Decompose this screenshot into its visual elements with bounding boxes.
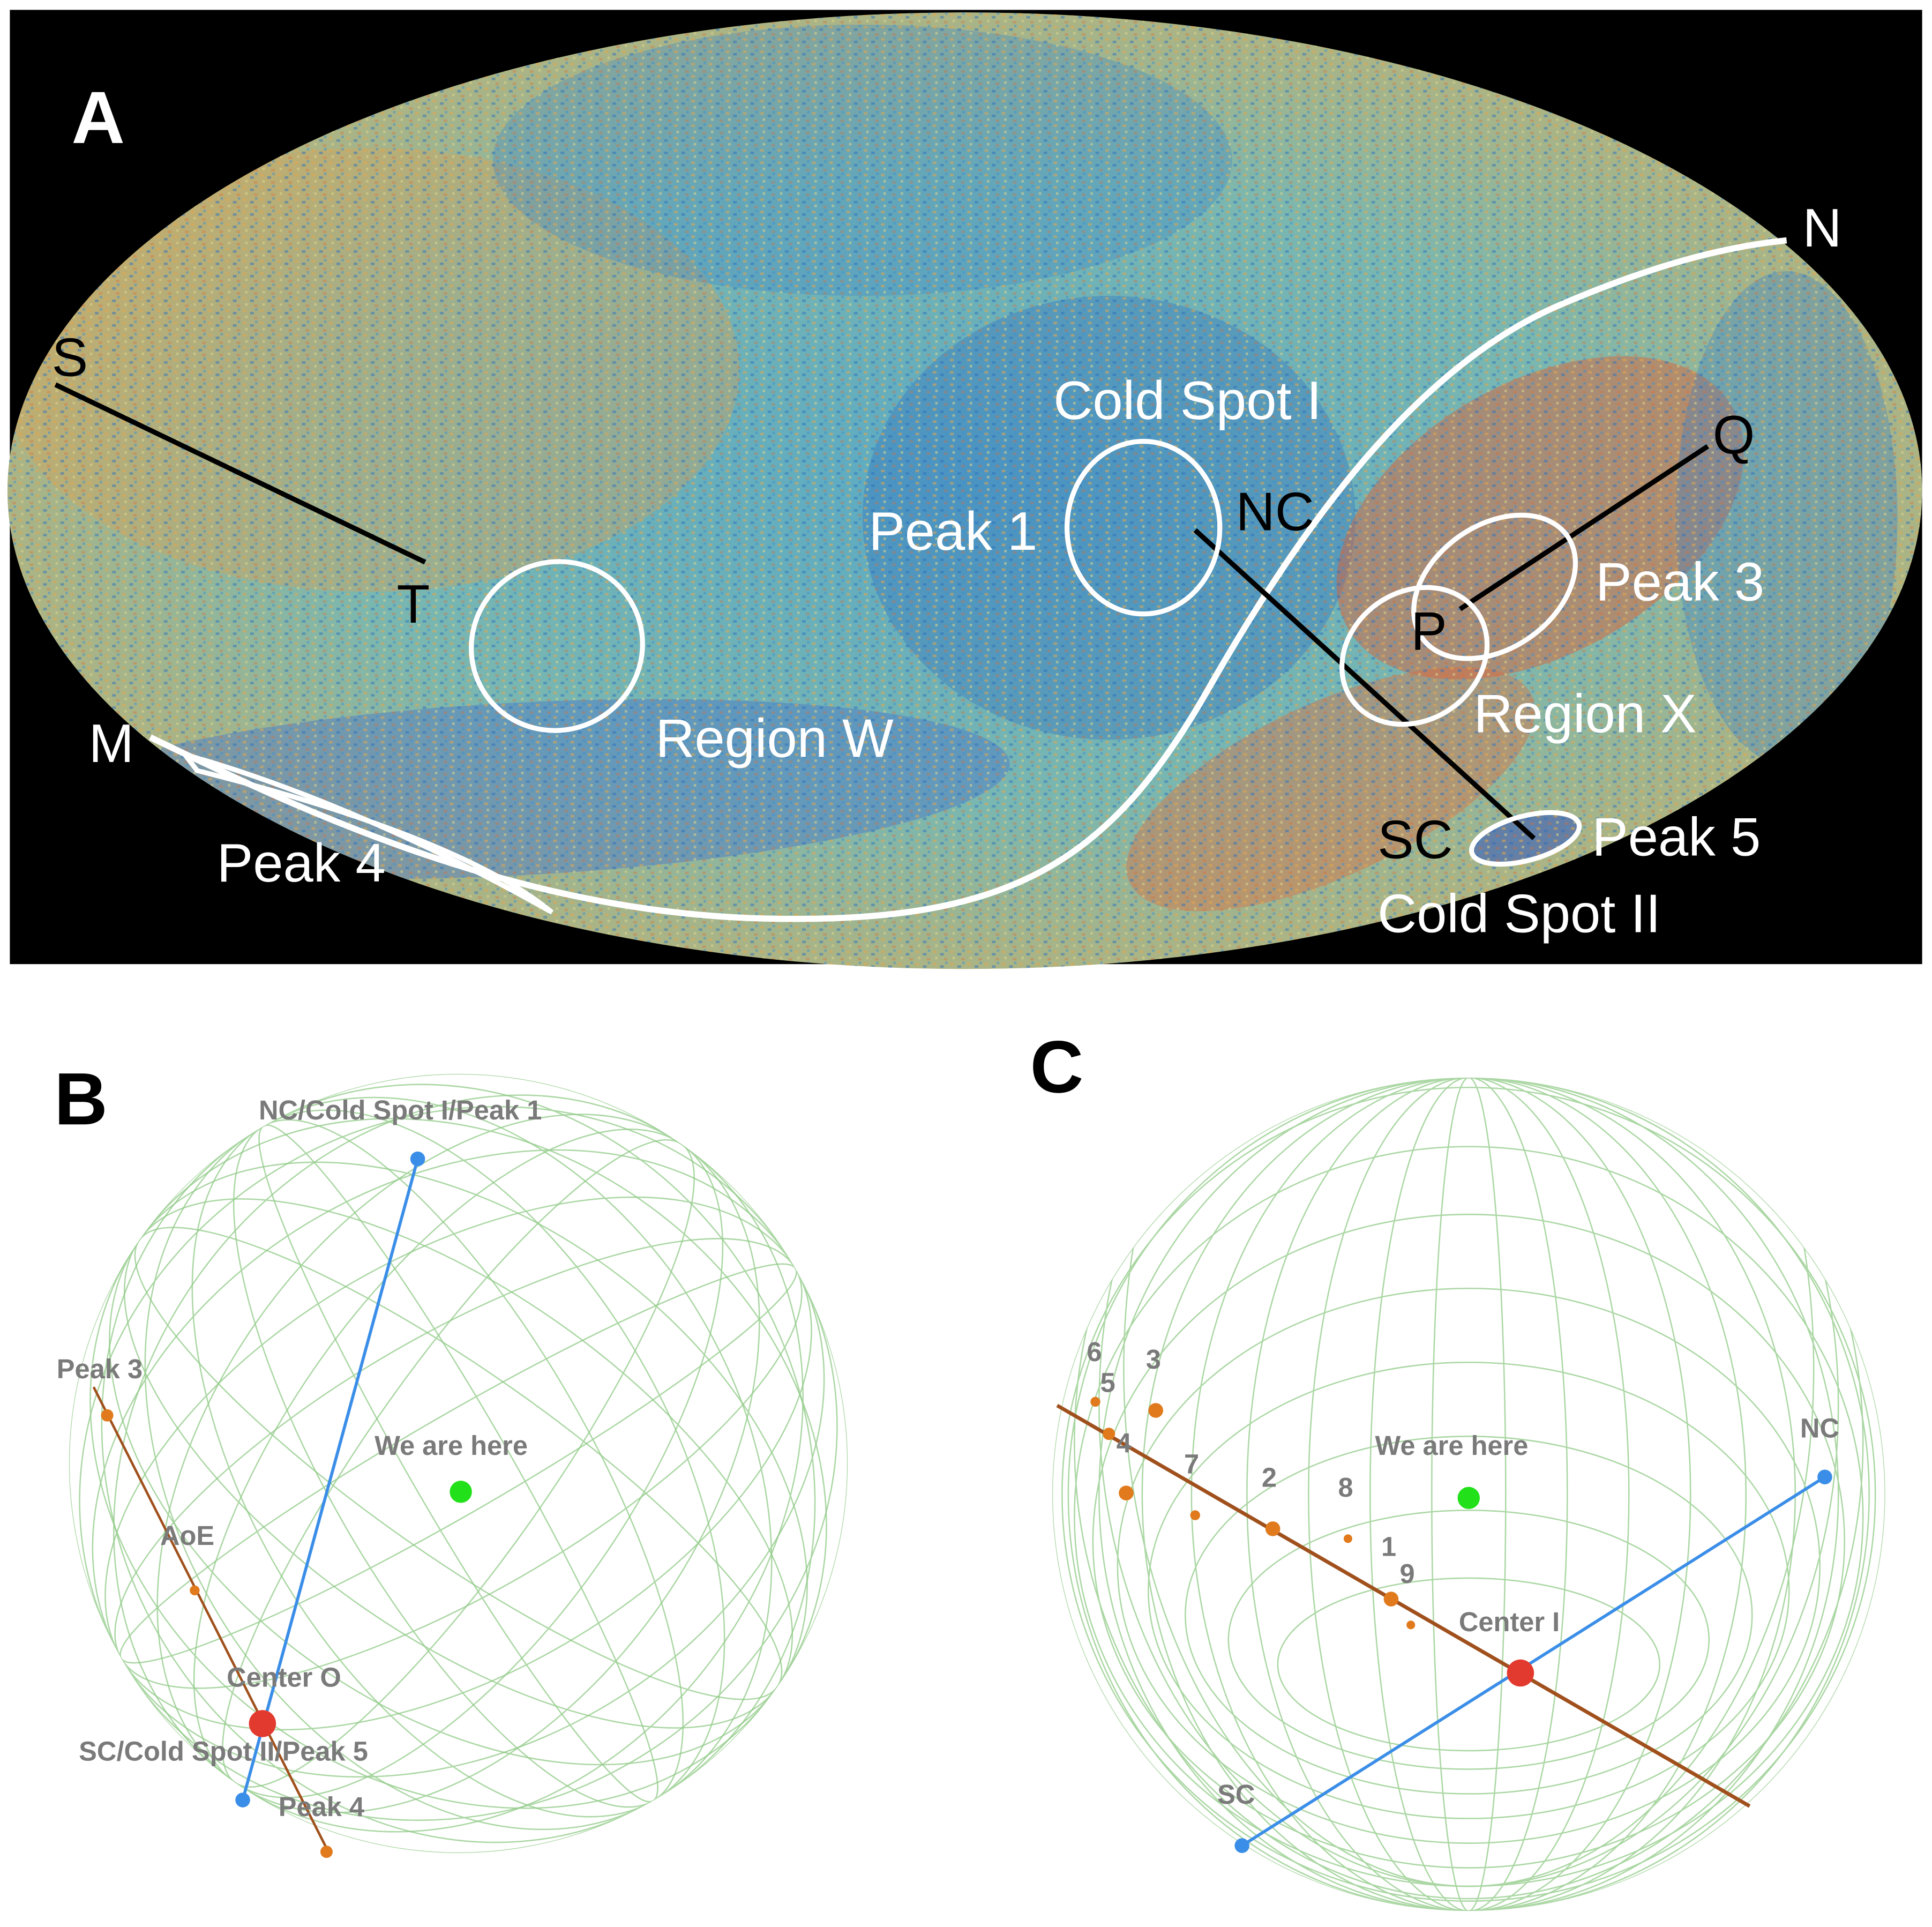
observer-marker-b: [450, 1481, 472, 1503]
peak-marker-9: [1406, 1620, 1416, 1630]
label-num-2: 2: [1262, 1462, 1277, 1493]
line-s-t: [54, 382, 426, 565]
sc-marker-b: [235, 1792, 250, 1808]
peak-marker-8: [1343, 1534, 1352, 1543]
panel-c-letter: C: [1030, 1026, 1084, 1108]
label-num-6: 6: [1087, 1336, 1102, 1367]
peak-marker-7: [1190, 1510, 1200, 1520]
label-center-i: Center I: [1459, 1607, 1560, 1637]
label-s: S: [52, 327, 88, 388]
label-peak1: Peak 1: [868, 501, 1037, 562]
label-we-are-here-c: We are here: [1375, 1430, 1529, 1461]
panel-a-letter: A: [71, 77, 125, 159]
peak-marker-1: [1383, 1592, 1399, 1607]
label-sc-b: SC/Cold Spot II/Peak 5: [79, 1736, 368, 1766]
center-i-marker: [1507, 1659, 1534, 1687]
label-num-1: 1: [1381, 1531, 1396, 1562]
aoe-marker-b: [190, 1585, 200, 1596]
axis-brown-c: [1056, 1403, 1751, 1808]
label-p: P: [1411, 601, 1447, 661]
peak-marker-5: [1103, 1428, 1115, 1440]
label-cold-spot-2: Cold Spot II: [1377, 883, 1661, 944]
sphere-grid-b: [69, 1073, 848, 1853]
label-m: M: [89, 713, 134, 774]
sc-marker-c: [1234, 1838, 1249, 1853]
nc-marker-b: [410, 1151, 425, 1167]
panel-b: B: [54, 1058, 848, 1858]
label-nc-c: NC: [1800, 1413, 1839, 1444]
label-aoe-b: AoE: [160, 1520, 214, 1551]
axis-peak3-peak4-b: [92, 1386, 332, 1856]
label-num-4: 4: [1117, 1428, 1132, 1458]
peak3-marker-b: [101, 1409, 114, 1422]
label-num-8: 8: [1338, 1472, 1353, 1503]
panel-c: C: [1030, 1026, 1885, 1911]
peak-marker-4: [1119, 1485, 1134, 1500]
peak-marker-3: [1148, 1403, 1163, 1418]
peak3-ellipse: [1411, 512, 1578, 661]
observer-marker-c: [1457, 1487, 1480, 1510]
peak-marker-2: [1265, 1521, 1280, 1536]
axis-nc-sc-c: [1241, 1475, 1826, 1847]
label-num-7: 7: [1184, 1448, 1199, 1479]
label-nc: NC: [1236, 481, 1314, 542]
label-region-x: Region X: [1473, 684, 1696, 744]
peak5-ellipse: [1469, 810, 1582, 867]
label-region-w: Region W: [655, 708, 894, 769]
peak-marker-6: [1090, 1396, 1100, 1407]
label-cold-spot-1: Cold Spot I: [1053, 370, 1322, 431]
cmb-map: [7, 12, 1922, 969]
label-peak4-b: Peak 4: [279, 1791, 364, 1822]
sphere-grid-c: [1052, 1077, 1885, 1911]
region-w-ellipse: [469, 559, 645, 733]
label-sc-c: SC: [1217, 1779, 1255, 1810]
line-p-q: [1458, 444, 1709, 611]
label-t: T: [397, 574, 430, 634]
label-peak4: Peak 4: [217, 833, 386, 893]
label-nc-b: NC/Cold Spot I/Peak 1: [259, 1095, 542, 1125]
label-center-o: Center O: [227, 1662, 341, 1692]
peak4-marker-b: [320, 1846, 333, 1858]
nc-marker-c: [1817, 1469, 1832, 1485]
label-peak5: Peak 5: [1592, 807, 1761, 868]
axis-nc-sc-b: [241, 1158, 420, 1801]
center-o-marker: [249, 1710, 276, 1737]
label-num-5: 5: [1100, 1367, 1115, 1398]
peak4-outline: [178, 750, 554, 915]
label-num-3: 3: [1146, 1344, 1161, 1375]
label-num-9: 9: [1400, 1558, 1415, 1589]
cold-spot-1-circle: [1064, 439, 1223, 617]
label-we-are-here-b: We are here: [375, 1430, 528, 1461]
line-nc-sc: [1193, 528, 1536, 840]
label-n: N: [1803, 198, 1842, 258]
region-x-ellipse: [1339, 585, 1490, 727]
label-sc: SC: [1377, 809, 1453, 870]
label-peak3-b: Peak 3: [57, 1354, 143, 1384]
label-peak3: Peak 3: [1596, 551, 1764, 612]
label-q: Q: [1713, 405, 1755, 466]
panel-a: A S T M Peak 4 Region W Cold Spot I Peak…: [7, 10, 1922, 969]
panel-b-letter: B: [54, 1058, 108, 1140]
